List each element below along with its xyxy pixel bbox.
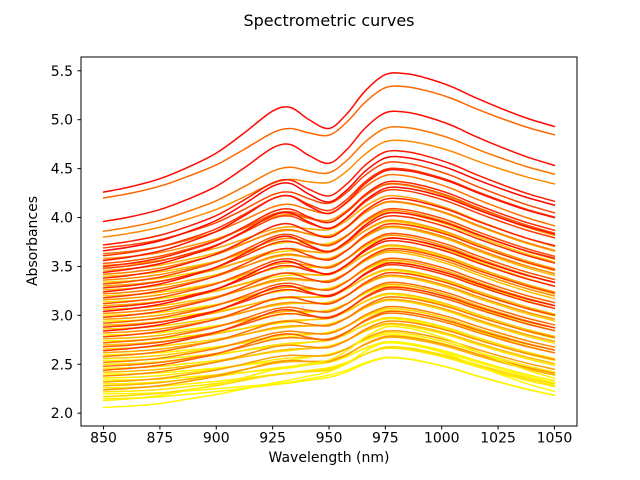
spectral-curve [102, 207, 556, 285]
spectral-curve [102, 271, 556, 338]
spectral-curve [102, 126, 556, 232]
spectral-curve [102, 167, 556, 257]
x-tick-label: 850 [90, 431, 117, 447]
spectral-curve [102, 139, 556, 238]
spectral-curve [102, 180, 556, 268]
spectral-curve [102, 257, 556, 324]
x-tick-label: 950 [316, 431, 343, 447]
x-tick-label: 1050 [537, 431, 573, 447]
spectral-curve [102, 149, 556, 246]
spectral-curve [102, 232, 556, 305]
y-tick-label: 2.0 [51, 406, 73, 422]
spectral-curve [102, 110, 556, 223]
spectral-curve [102, 186, 556, 274]
spectral-curve [102, 335, 556, 391]
spectral-curve [102, 197, 556, 279]
x-tick-label: 1025 [480, 431, 516, 447]
x-tick-label: 975 [372, 431, 399, 447]
y-tick-label: 3.0 [51, 308, 73, 324]
spectral-curve [102, 356, 556, 400]
x-tick-label: 875 [147, 431, 174, 447]
x-axis-label: Wavelength (nm) [268, 450, 390, 466]
spectral-curve [102, 320, 556, 377]
spectral-curve [102, 295, 556, 358]
spectral-curve [102, 249, 556, 315]
spectral-curve [102, 168, 556, 262]
y-tick-label: 3.5 [51, 259, 73, 275]
spectral-curve [102, 281, 556, 344]
spectral-curve [102, 211, 556, 293]
y-tick-label: 2.5 [51, 357, 73, 373]
spectral-curve [102, 237, 556, 313]
y-tick-label: 4.5 [51, 162, 73, 178]
spectral-curve [102, 222, 556, 299]
spectral-curve [102, 310, 556, 371]
chart-title: Spectrometric curves [243, 11, 415, 30]
y-tick-label: 5.5 [51, 64, 73, 80]
x-axis-ticks [103, 426, 555, 430]
spectral-curve [102, 325, 556, 402]
spectral-curve [102, 341, 556, 409]
y-tick-label: 4.0 [51, 211, 73, 227]
spectral-curve [102, 262, 556, 332]
spectral-curve [102, 183, 556, 260]
x-tick-label: 900 [203, 431, 230, 447]
spectral-curve [102, 329, 556, 383]
curves-group [102, 72, 556, 409]
spectral-curve [102, 72, 556, 193]
spectral-curve [102, 286, 556, 352]
y-axis-ticks [77, 70, 81, 414]
spectral-curve [102, 305, 556, 364]
spectral-curve [102, 247, 556, 319]
spectral-curve [102, 155, 556, 252]
spectral-curve [102, 85, 556, 199]
x-tick-label: 1000 [424, 431, 460, 447]
y-tick-label: 5.0 [51, 113, 73, 129]
x-tick-label: 925 [259, 431, 286, 447]
